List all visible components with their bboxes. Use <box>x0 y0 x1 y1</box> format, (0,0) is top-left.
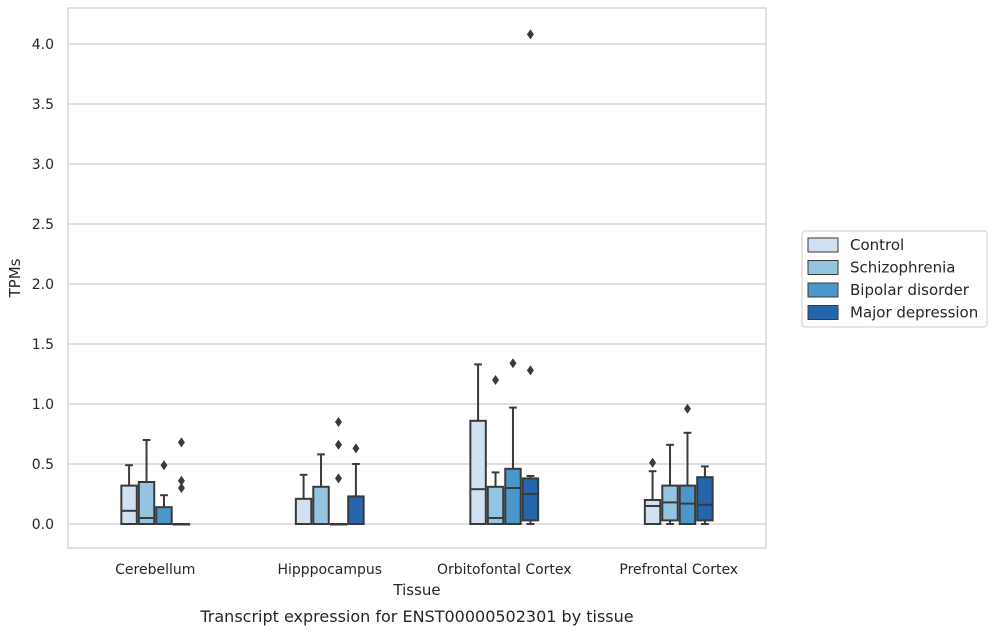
y-tick-label: 2.0 <box>32 277 54 293</box>
outlier-point <box>649 457 657 468</box>
outlier-point <box>509 358 517 369</box>
outlier-point <box>526 365 534 376</box>
x-tick-label: Orbitofontal Cortex <box>437 562 572 578</box>
outlier-point <box>352 443 360 454</box>
y-tick-label: 2.5 <box>32 217 54 233</box>
box <box>312 485 330 525</box>
outlier-point <box>526 29 534 40</box>
legend-swatch <box>807 305 839 320</box>
box <box>469 419 487 525</box>
outlier-point <box>334 473 342 484</box>
box-group <box>696 465 714 525</box>
box <box>486 485 505 525</box>
grid <box>68 43 766 525</box>
box-group <box>155 460 173 526</box>
legend-swatch <box>807 237 839 253</box>
box <box>294 497 313 525</box>
box <box>155 506 173 526</box>
box <box>521 477 540 522</box>
y-tick-label: 1.0 <box>32 397 54 413</box>
x-tick-label: Hipppocampus <box>277 562 382 578</box>
plot-frame <box>67 7 767 549</box>
box-group <box>661 443 679 525</box>
box-group <box>137 439 156 525</box>
x-tick-labels: Cerebellum Hipppocampus Orbitofontal Corte… <box>115 562 738 578</box>
outlier-point <box>334 417 342 427</box>
y-tick-labels: 0.0 0.5 1.0 1.5 2.0 2.5 3.0 3.5 4.0 <box>32 37 54 533</box>
box <box>347 495 365 525</box>
box <box>678 484 697 526</box>
box-group <box>294 473 313 525</box>
outlier-point <box>177 483 185 493</box>
y-tick-label: 4.0 <box>32 37 54 53</box>
box <box>120 484 138 526</box>
outlier-point <box>160 460 168 471</box>
y-tick-label: 1.5 <box>32 337 54 353</box>
legend-label: Schizophrenia <box>850 259 955 277</box>
box-group <box>486 375 505 525</box>
legend-label: Major depression <box>850 304 978 322</box>
x-tick-label: Cerebellum <box>115 562 195 578</box>
boxes <box>120 29 714 526</box>
box-group <box>469 363 487 525</box>
box-group <box>120 464 138 526</box>
legend-frame <box>801 230 988 328</box>
box-group <box>643 457 662 525</box>
chart-caption: Transcript expression for ENST0000050230… <box>199 607 633 626</box>
box-group <box>329 417 348 526</box>
box-group <box>172 437 191 526</box>
box-group <box>678 403 697 526</box>
outlier-point <box>683 403 691 414</box>
outlier-point <box>177 475 185 486</box>
outlier-point <box>334 439 342 450</box>
legend-swatch <box>807 282 839 298</box>
box <box>504 467 522 525</box>
y-tick-label: 0.5 <box>32 457 54 473</box>
y-axis-label: TPMs <box>6 258 24 298</box>
legend-swatch <box>807 260 839 275</box>
y-tick-label: 3.5 <box>32 97 54 113</box>
outlier-point <box>492 375 500 385</box>
box <box>643 499 662 525</box>
box-group <box>504 358 522 525</box>
x-tick-label: Prefrontal Cortex <box>619 562 738 578</box>
box-group <box>521 29 540 525</box>
box <box>696 476 714 522</box>
box <box>137 481 156 525</box>
outlier-point <box>177 437 185 448</box>
legend-label: Bipolar disorder <box>850 281 970 299</box>
y-tick-label: 3.0 <box>32 157 54 173</box>
legend: Control Schizophrenia Bipolar disorder Majo… <box>801 230 988 328</box>
y-tick-label: 0.0 <box>32 517 54 533</box>
legend-label: Control <box>850 236 904 254</box>
box-group <box>312 453 330 525</box>
box-group <box>347 443 365 525</box>
x-axis-label: Tissue <box>392 581 440 599</box>
